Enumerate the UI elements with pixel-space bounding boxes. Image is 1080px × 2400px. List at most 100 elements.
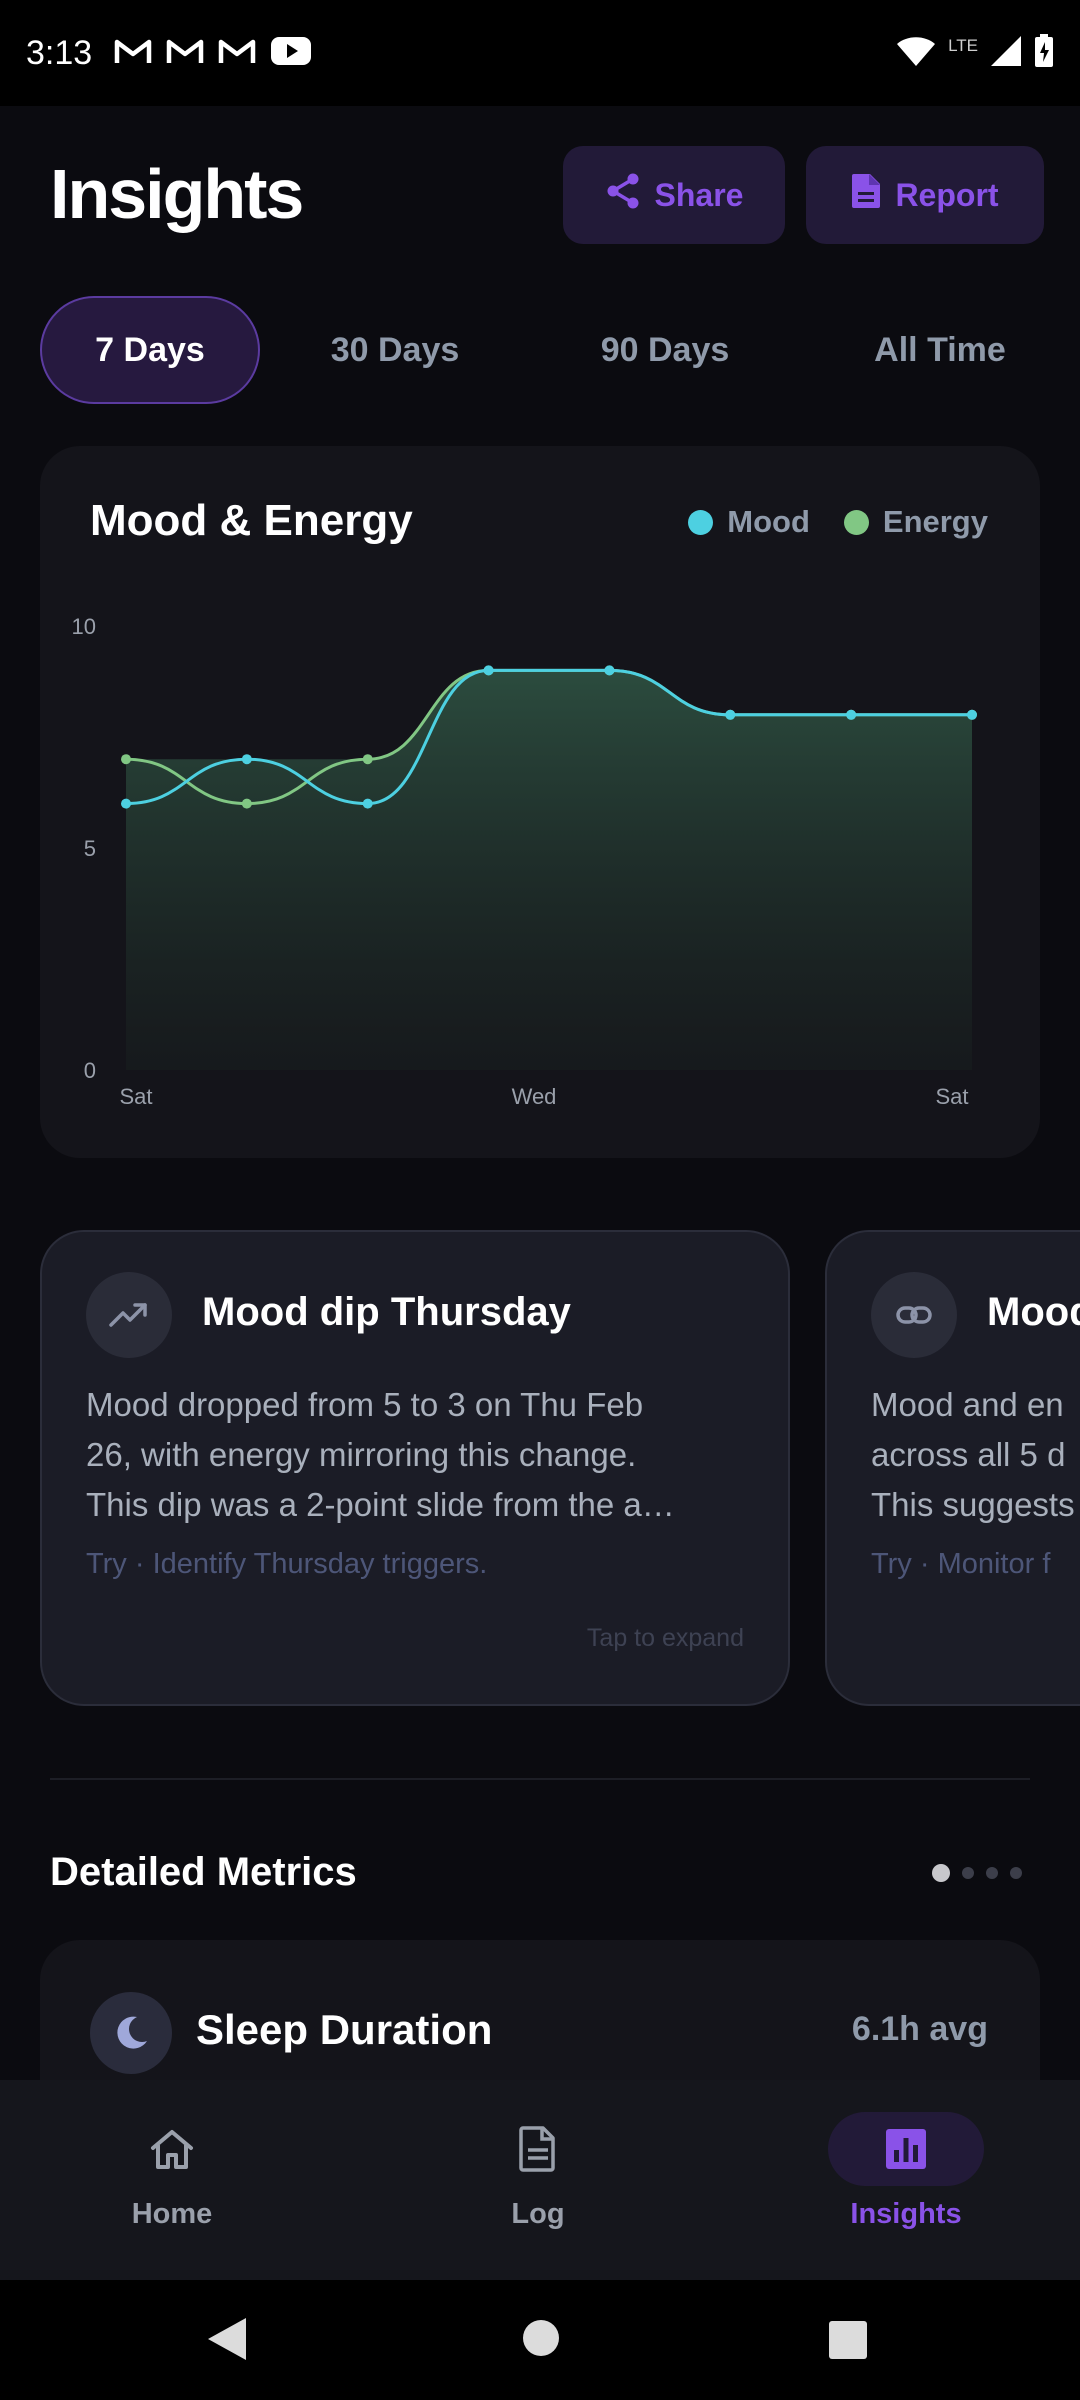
page-indicator <box>932 1864 1022 1882</box>
data-point-mood <box>725 709 736 720</box>
tab-90-days[interactable]: 90 Days <box>560 296 770 404</box>
page-dot[interactable] <box>1010 1867 1022 1879</box>
y-tick-label: 0 <box>84 1058 96 1083</box>
wifi-icon <box>896 35 936 72</box>
data-point-mood <box>362 798 373 809</box>
status-time: 3:13 <box>26 33 93 72</box>
y-tick-label: 5 <box>84 836 96 861</box>
data-point-mood <box>483 665 494 676</box>
insight-body-line: Mood dropped from 5 to 3 on Thu Feb <box>86 1386 644 1423</box>
section-title-detailed-metrics: Detailed Metrics <box>50 1850 357 1894</box>
insight-card-mood-dip[interactable]: Mood dip Thursday Mood dropped from 5 to… <box>40 1230 790 1706</box>
tab-label: 7 Days <box>95 330 205 369</box>
gmail-icon <box>218 36 256 71</box>
recents-icon[interactable] <box>828 2320 868 2365</box>
data-point-energy <box>362 754 373 765</box>
legend-dot-mood <box>688 509 714 535</box>
nav-item-log[interactable]: Log <box>438 2112 638 2252</box>
data-point-mood <box>241 754 252 765</box>
page-header: Insights Share Report <box>0 140 1080 250</box>
nav-label: Log <box>511 2198 565 2230</box>
notification-icons <box>114 36 312 71</box>
moon-icon <box>90 1992 172 2074</box>
data-point-mood <box>121 798 131 809</box>
link-icon <box>871 1272 957 1358</box>
insight-body: Mood and en across all 5 d This suggests <box>871 1380 1080 1530</box>
tab-7-days[interactable]: 7 Days <box>40 296 260 404</box>
insight-title: Mood <box>987 1290 1080 1334</box>
back-icon[interactable] <box>206 2316 248 2367</box>
insight-body-line: This suggests <box>871 1486 1075 1523</box>
x-tick-label: Sat <box>935 1084 968 1109</box>
home-icon <box>94 2112 250 2186</box>
metric-card-sleep-duration[interactable]: Sleep Duration 6.1h avg <box>40 1940 1040 2080</box>
nav-item-insights[interactable]: Insights <box>806 2112 1006 2252</box>
tab-label: 90 Days <box>600 330 730 369</box>
bottom-navigation: Home Log Insights <box>0 2080 1080 2280</box>
legend-item-energy: Energy <box>843 504 988 540</box>
insight-body: Mood dropped from 5 to 3 on Thu Feb 26, … <box>86 1380 756 1530</box>
tab-all-time[interactable]: All Time <box>830 296 1050 404</box>
document-icon <box>460 2112 616 2186</box>
insight-body-line: 26, with energy mirroring this change. <box>86 1436 637 1473</box>
share-button[interactable]: Share <box>563 146 785 244</box>
nav-label: Home <box>131 2198 213 2230</box>
legend-label-energy: Energy <box>882 504 988 539</box>
chart-title: Mood & Energy <box>90 496 413 545</box>
page-title: Insights <box>50 155 304 233</box>
tab-label: All Time <box>874 330 1006 369</box>
home-circle-icon[interactable] <box>521 2318 561 2363</box>
x-tick-label: Wed <box>512 1084 557 1109</box>
chart-area-fill <box>126 670 972 1070</box>
section-divider <box>50 1778 1030 1780</box>
data-point-energy <box>121 754 131 765</box>
nav-item-home[interactable]: Home <box>72 2112 272 2252</box>
report-icon <box>851 173 881 217</box>
time-range-tabs: 7 Days 30 Days 90 Days All Time <box>40 296 1050 404</box>
mood-energy-chart: 10 5 0 Sat Wed Sat <box>72 614 977 1109</box>
data-point-mood <box>846 709 857 720</box>
share-icon <box>605 172 641 218</box>
system-status-icons: LTE <box>896 33 1054 73</box>
data-point-energy <box>241 798 252 809</box>
data-point-mood <box>967 709 977 720</box>
x-tick-label: Sat <box>119 1084 152 1109</box>
data-point-mood <box>604 665 615 676</box>
tab-30-days[interactable]: 30 Days <box>290 296 500 404</box>
tap-to-expand-hint: Tap to expand <box>586 1624 744 1652</box>
report-button[interactable]: Report <box>806 146 1044 244</box>
metric-value: 6.1h avg <box>851 2010 988 2048</box>
insight-title: Mood dip Thursday <box>202 1290 571 1334</box>
insight-body-line: across all 5 d <box>871 1436 1066 1473</box>
y-tick-label: 10 <box>72 614 96 639</box>
chart-legend: Mood Energy <box>688 504 988 540</box>
page-dot[interactable] <box>932 1864 950 1882</box>
gmail-icon <box>166 36 204 71</box>
insight-body-line: Mood and en <box>871 1386 1064 1423</box>
system-navigation-bar <box>0 2280 1080 2400</box>
gmail-icon <box>114 36 152 71</box>
metric-title: Sleep Duration <box>196 2006 493 2053</box>
network-type: LTE <box>948 36 978 55</box>
insight-card-mood-energy[interactable]: Mood Mood and en across all 5 d This sug… <box>825 1230 1080 1706</box>
page-dot[interactable] <box>962 1867 974 1879</box>
youtube-icon <box>270 36 312 71</box>
page-dot[interactable] <box>986 1867 998 1879</box>
insight-suggestion: Try · Identify Thursday triggers. <box>86 1548 488 1580</box>
report-label: Report <box>895 176 999 213</box>
bar-chart-icon <box>828 2112 984 2186</box>
status-bar: 3:13 LTE <box>0 0 1080 106</box>
tab-label: 30 Days <box>330 330 460 369</box>
nav-label: Insights <box>850 2198 962 2230</box>
battery-icon <box>1034 33 1054 73</box>
legend-label-mood: Mood <box>727 504 810 539</box>
series-line-mood <box>125 668 972 806</box>
trending-icon <box>86 1272 172 1358</box>
share-label: Share <box>654 176 744 213</box>
insight-suggestion: Try · Monitor f <box>871 1548 1051 1580</box>
legend-dot-energy <box>843 509 869 535</box>
mood-energy-chart-card[interactable]: Mood & Energy Mood Energy 10 5 0 Sat Wed Sat <box>40 446 1040 1158</box>
signal-icon <box>990 35 1022 72</box>
legend-item-mood: Mood <box>688 504 810 540</box>
insight-body-line: This dip was a 2-point slide from the a… <box>86 1486 675 1523</box>
